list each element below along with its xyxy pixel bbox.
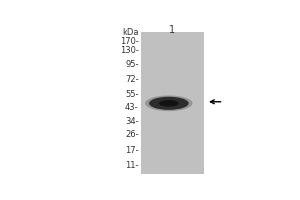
Ellipse shape bbox=[145, 95, 193, 111]
Text: 11-: 11- bbox=[125, 161, 139, 170]
Ellipse shape bbox=[149, 97, 189, 110]
Text: 170-: 170- bbox=[120, 37, 139, 46]
Text: 1: 1 bbox=[169, 25, 175, 35]
Text: 130-: 130- bbox=[120, 46, 139, 55]
Text: 43-: 43- bbox=[125, 103, 139, 112]
Bar bbox=[141, 32, 204, 174]
Text: 17-: 17- bbox=[125, 146, 139, 155]
Text: 34-: 34- bbox=[125, 117, 139, 126]
Text: kDa: kDa bbox=[122, 28, 139, 37]
Text: 95-: 95- bbox=[125, 60, 139, 69]
Text: 72-: 72- bbox=[125, 75, 139, 84]
Text: 26-: 26- bbox=[125, 130, 139, 139]
Ellipse shape bbox=[159, 100, 179, 107]
Text: 55-: 55- bbox=[125, 90, 139, 99]
